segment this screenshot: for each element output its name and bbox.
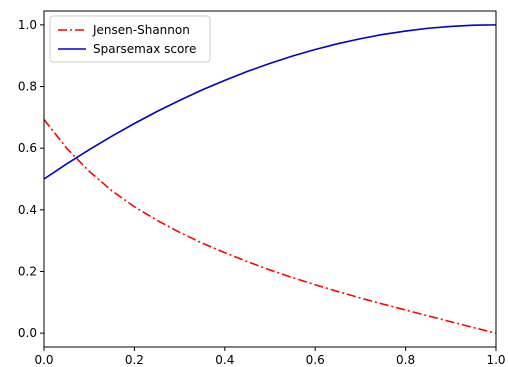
legend-label-1: Jensen-Shannon bbox=[92, 23, 190, 37]
legend-label-2: Sparsemax score bbox=[93, 42, 196, 56]
x-tick-label: 0.6 bbox=[306, 353, 325, 367]
plot-frame bbox=[43, 10, 497, 348]
x-tick-label: 0.4 bbox=[215, 353, 234, 367]
plot-lines bbox=[43, 24, 497, 334]
axes: 0.0 0.2 0.4 0.6 0.8 1.0 0.0 0.2 0.4 0.6 0.8 1.0 bbox=[18, 10, 506, 367]
series-line-2 bbox=[43, 24, 497, 180]
x-tick-label: 0.2 bbox=[125, 353, 144, 367]
y-tick-label: 0.6 bbox=[18, 141, 37, 155]
y-tick-label: 0.8 bbox=[18, 80, 37, 94]
x-tick-label: 1.0 bbox=[486, 353, 505, 367]
y-tick-label: 0.2 bbox=[18, 264, 37, 278]
y-tick-label: 1.0 bbox=[18, 18, 37, 32]
y-tick-label: 0.4 bbox=[18, 203, 37, 217]
x-tick-label: 0.8 bbox=[396, 353, 415, 367]
legend-box bbox=[49, 15, 211, 63]
y-tick-label: 0.0 bbox=[18, 326, 37, 340]
series-line-1 bbox=[43, 119, 497, 334]
x-tick-label: 0.0 bbox=[34, 353, 53, 367]
legend: Jensen-Shannon Sparsemax score bbox=[49, 15, 211, 63]
